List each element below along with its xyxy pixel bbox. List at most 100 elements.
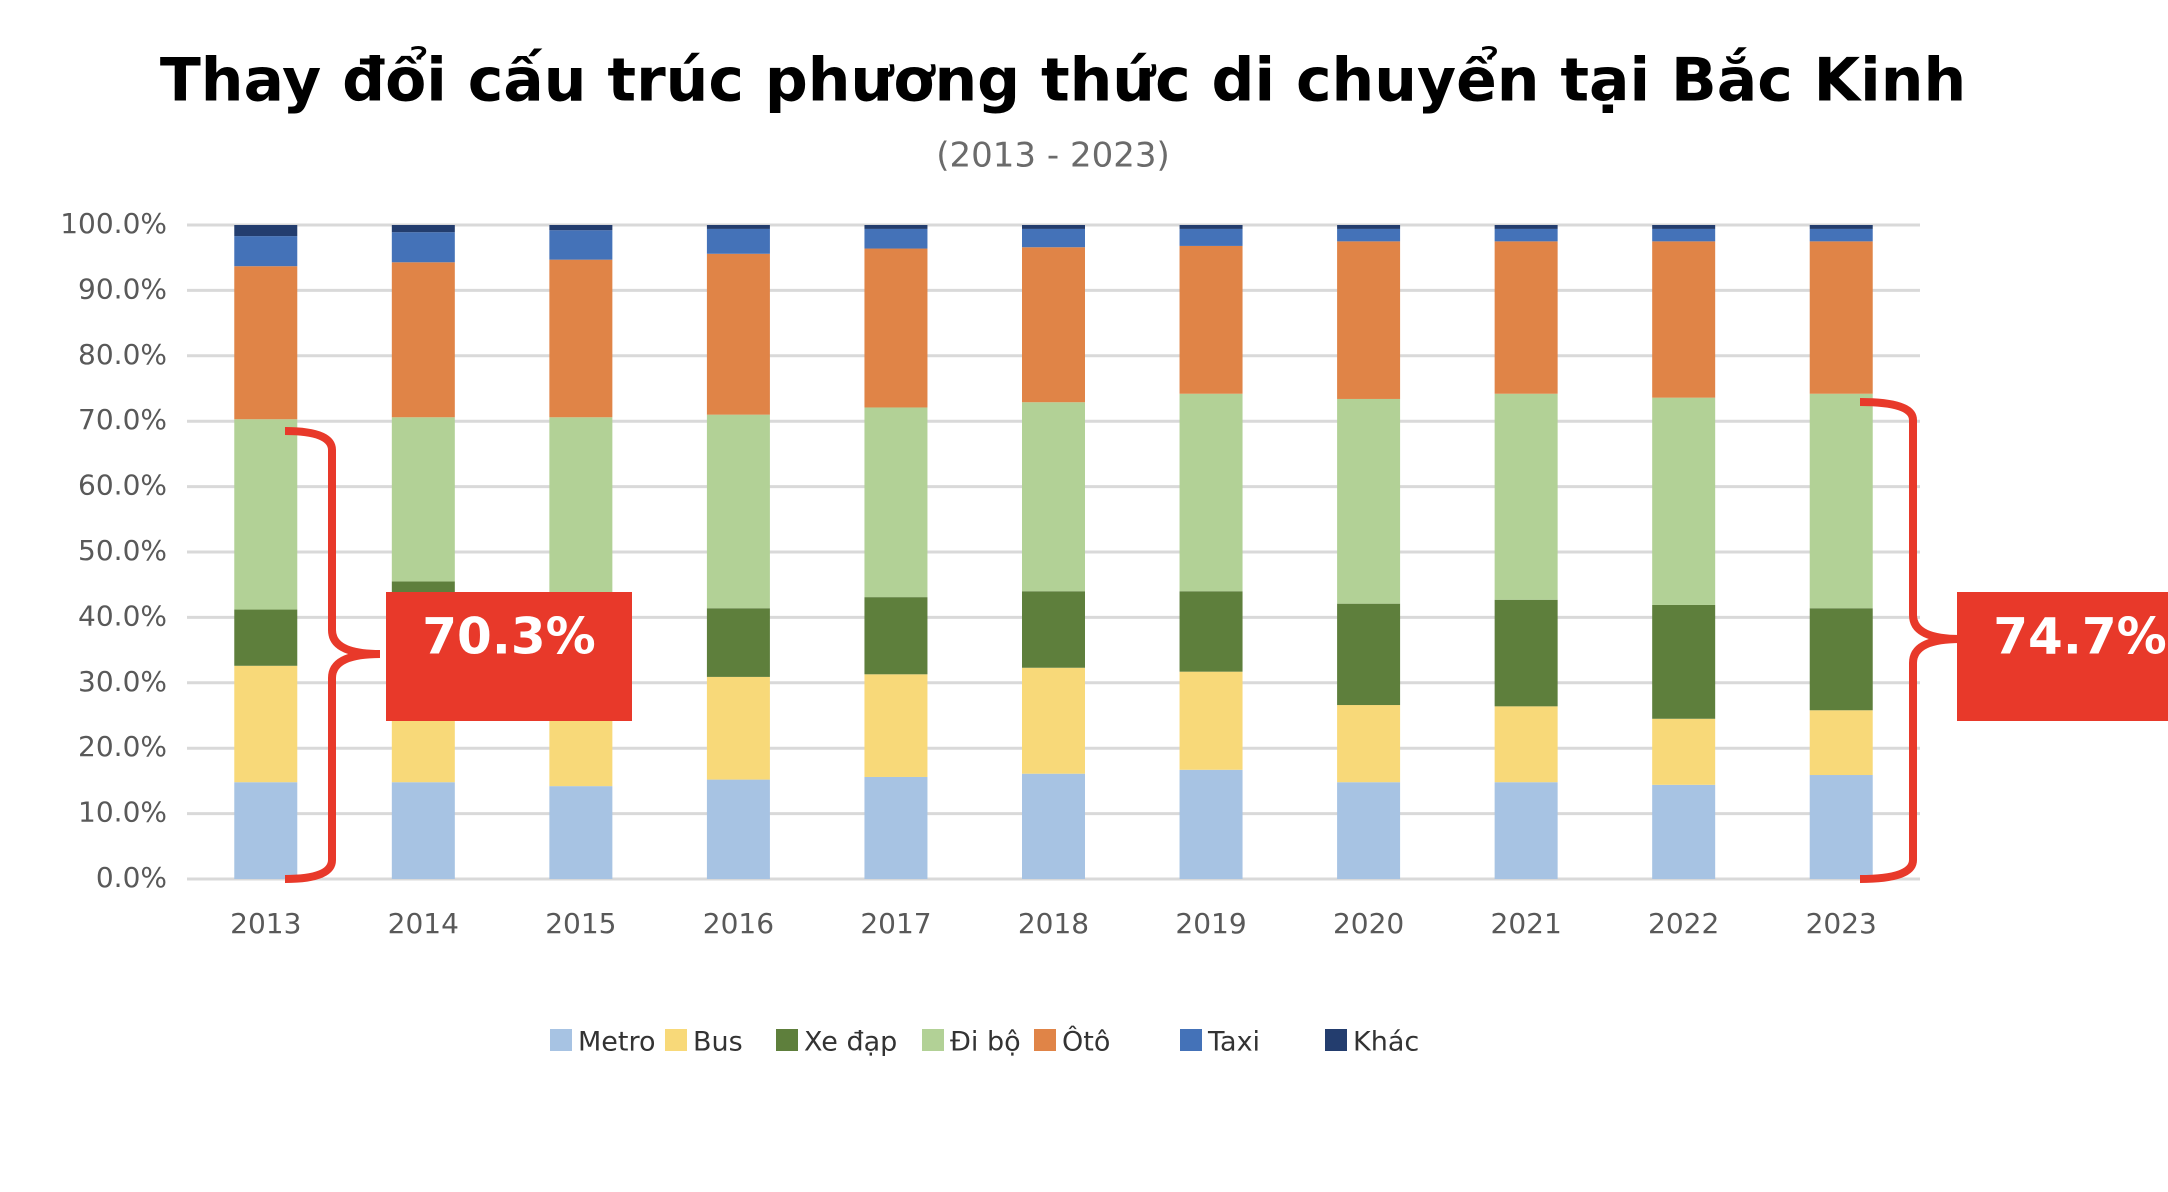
legend-label: Đi bộ (950, 1027, 1021, 1058)
bar-segment (1652, 225, 1716, 229)
y-tick-label: 50.0% (78, 534, 167, 567)
legend-label: Xe đạp (804, 1027, 897, 1058)
bar-segment (1337, 603, 1401, 706)
bar-segment (549, 786, 613, 879)
bar-segment (1337, 398, 1401, 604)
bar-segment (391, 417, 455, 582)
bar-segment (1179, 393, 1243, 592)
bar-segment (1179, 228, 1243, 246)
bar-segment (1652, 241, 1716, 398)
legend-label: Bus (693, 1027, 743, 1058)
x-tick-label: 2015 (545, 907, 616, 940)
y-tick-label: 10.0% (78, 796, 167, 829)
bar-segment (1809, 608, 1873, 711)
x-tick-label: 2022 (1648, 907, 1719, 940)
bar-segment (1652, 718, 1716, 785)
bar-segment (1494, 393, 1558, 600)
bar-segment (1022, 247, 1085, 403)
bar-segment (1652, 397, 1716, 605)
legend-swatch (1034, 1029, 1056, 1051)
bar-segment (234, 236, 298, 267)
bar-segment (1652, 784, 1716, 879)
annotation-box (1957, 592, 2168, 721)
legend-label: Khác (1353, 1027, 1419, 1058)
bar-segment (1809, 393, 1873, 609)
bar-segment (1179, 225, 1243, 229)
bar-segment (706, 608, 770, 677)
bar-segment (864, 228, 928, 249)
bar-segment (1022, 591, 1085, 668)
bar-segment (706, 779, 770, 879)
annotation: 74.7% (1993, 608, 2166, 666)
y-tick-label: 30.0% (78, 665, 167, 698)
bar-segment (1809, 775, 1873, 879)
y-tick-label: 100.0% (60, 207, 167, 240)
legend-swatch (550, 1029, 572, 1051)
bar-segment (1494, 782, 1558, 879)
y-tick-label: 80.0% (78, 338, 167, 371)
legend-label: Metro (578, 1027, 656, 1058)
bar-segment (391, 225, 455, 233)
legend-swatch (922, 1029, 944, 1051)
bar-segment (706, 253, 770, 415)
grid: 0.0% 10.0% 20.0% 30.0% 40.0% 50.0% 60.0% 70.0% 8… (60, 207, 1920, 894)
chart-subtitle: (2013 - 2023) (936, 136, 1169, 176)
bar-segment (864, 776, 928, 879)
bar-segment (1022, 228, 1085, 248)
bar-segment (234, 266, 298, 420)
bar-segment (1809, 225, 1873, 229)
x-tick-label: 2014 (388, 907, 459, 940)
bar-segment (1809, 228, 1873, 242)
bar-segment (234, 782, 298, 879)
bar-segment (1022, 225, 1085, 229)
bar-segment (1652, 228, 1716, 242)
bar-segment (549, 230, 613, 260)
x-tick-label: 2018 (1018, 907, 1089, 940)
bar-segment (1337, 225, 1401, 229)
bar-segment (1494, 706, 1558, 783)
bar-segment (549, 259, 613, 418)
x-tick-label: 2021 (1491, 907, 1562, 940)
y-tick-label: 40.0% (78, 599, 167, 632)
bar-segment (706, 414, 770, 609)
bars: 2013 2014 2015 2016 2017 2018 2019 2020 2021 2022… (230, 225, 1877, 940)
bar-segment (234, 609, 298, 666)
legend-label: Ôtô (1062, 1026, 1110, 1058)
bar-segment (1494, 241, 1558, 394)
x-tick-label: 2023 (1806, 907, 1877, 940)
bar-segment (1179, 245, 1243, 394)
y-tick-label: 90.0% (78, 272, 167, 305)
bar-segment (234, 225, 298, 237)
x-tick-label: 2016 (703, 907, 774, 940)
legend-label: Taxi (1207, 1027, 1260, 1058)
bar-segment (1022, 667, 1085, 774)
bar-segment (864, 597, 928, 675)
legend: Metro Bus Xe đạp Đi bộ Ôtô Taxi Khác (550, 1026, 1419, 1058)
bar-segment (1652, 604, 1716, 719)
legend-swatch (776, 1029, 798, 1051)
x-tick-label: 2013 (230, 907, 301, 940)
bar-segment (1179, 769, 1243, 879)
bar-segment (706, 676, 770, 780)
bar-segment (864, 225, 928, 229)
legend-swatch (665, 1029, 687, 1051)
bar-segment (234, 419, 298, 610)
bar-segment (706, 228, 770, 254)
bar-segment (1337, 782, 1401, 879)
annotation: 70.3% (422, 608, 595, 666)
bar-segment (1179, 591, 1243, 672)
x-tick-label: 2020 (1333, 907, 1404, 940)
y-tick-label: 0.0% (96, 861, 167, 894)
bar-segment (1337, 228, 1401, 242)
bracket (1859, 398, 1961, 883)
chart-title: Thay đổi cấu trúc phương thức di chuyển … (160, 45, 1966, 116)
bar-segment (1809, 710, 1873, 776)
bracket (284, 427, 381, 883)
bar-segment (1022, 402, 1085, 592)
bar-segment (1337, 705, 1401, 783)
bar-segment (391, 262, 455, 418)
bar-segment (1337, 241, 1401, 399)
bar-segment (1494, 225, 1558, 229)
y-tick-label: 70.0% (78, 403, 167, 436)
